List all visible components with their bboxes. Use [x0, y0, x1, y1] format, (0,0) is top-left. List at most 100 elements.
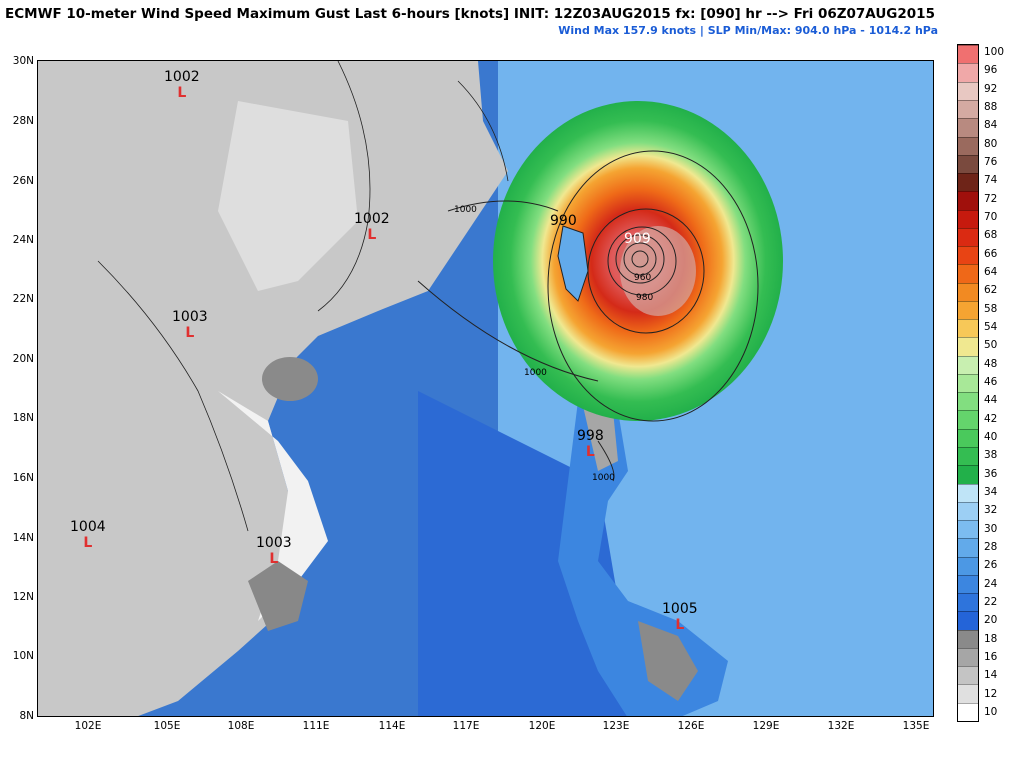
- lon-label: 123E: [602, 720, 630, 732]
- isobar-label: 960: [634, 273, 652, 283]
- colorbar-swatch: [958, 629, 978, 648]
- lat-label: 12N: [12, 591, 34, 603]
- isobar-label: 1000: [592, 473, 615, 483]
- lon-label: 102E: [74, 720, 102, 732]
- pressure-label: 1002 L: [164, 69, 200, 101]
- colorbar-swatch: [958, 209, 978, 228]
- colorbar-swatch: [958, 684, 978, 703]
- colorbar-swatch: [958, 520, 978, 539]
- colorbar-label: 36: [984, 467, 998, 480]
- colorbar-label: 10: [984, 705, 998, 718]
- wind-speed-colorbar: [957, 44, 979, 722]
- pressure-label: 1003 L: [256, 535, 292, 567]
- pressure-label: 1004 L: [70, 519, 106, 551]
- colorbar-label: 44: [984, 394, 998, 407]
- colorbar-label: 12: [984, 687, 998, 700]
- colorbar-swatch: [958, 136, 978, 155]
- lat-label: 24N: [12, 234, 34, 246]
- colorbar-label: 16: [984, 650, 998, 663]
- colorbar-label: 40: [984, 430, 998, 443]
- map-title: ECMWF 10-meter Wind Speed Maximum Gust L…: [5, 6, 935, 22]
- pressure-label: 1005 L: [662, 601, 698, 633]
- pressure-label: 990: [550, 213, 577, 229]
- lon-label: 108E: [227, 720, 255, 732]
- colorbar-label: 54: [984, 321, 998, 334]
- isobar-label: 1000: [524, 368, 547, 378]
- colorbar-label: 50: [984, 339, 998, 352]
- colorbar-swatch: [958, 574, 978, 594]
- colorbar-swatch: [958, 593, 978, 612]
- colorbar-label: 100: [984, 46, 1005, 59]
- lat-label: 28N: [12, 115, 34, 127]
- philippines-land: [558, 401, 728, 716]
- isobar-label: 980: [636, 293, 654, 303]
- colorbar-swatch: [958, 45, 978, 64]
- colorbar-swatch: [958, 99, 978, 119]
- colorbar-swatch: [958, 118, 978, 137]
- colorbar-swatch: [958, 647, 978, 667]
- lat-label: 22N: [12, 293, 34, 305]
- colorbar-label: 30: [984, 522, 998, 535]
- colorbar-swatch: [958, 319, 978, 338]
- lon-label: 111E: [302, 720, 330, 732]
- colorbar-swatch: [958, 337, 978, 356]
- lat-label: 20N: [12, 353, 34, 365]
- lon-label: 120E: [528, 720, 556, 732]
- colorbar-label: 18: [984, 632, 998, 645]
- lat-label: 16N: [12, 472, 34, 484]
- wind-gust-map: 1002 L 1002 L 1003 L 1004 L 1003 L 998 L…: [37, 60, 934, 717]
- lat-label: 10N: [12, 650, 34, 662]
- lon-label: 114E: [378, 720, 406, 732]
- isobars: [417, 150, 759, 482]
- colorbar-label: 72: [984, 192, 998, 205]
- colorbar-label: 84: [984, 119, 998, 132]
- lat-label: 26N: [12, 175, 34, 187]
- colorbar-label: 48: [984, 357, 998, 370]
- colorbar-swatch: [958, 282, 978, 301]
- colorbar-label: 88: [984, 101, 998, 114]
- lon-label: 105E: [153, 720, 181, 732]
- colorbar-swatch: [958, 428, 978, 448]
- colorbar-swatch: [958, 702, 978, 721]
- colorbar-label: 46: [984, 376, 998, 388]
- pressure-label: 1002 L: [354, 211, 390, 243]
- colorbar-swatch: [958, 63, 978, 82]
- colorbar-label: 74: [984, 174, 998, 187]
- colorbar-label: 80: [984, 137, 998, 150]
- pressure-label: 1003 L: [172, 309, 208, 341]
- colorbar-swatch: [958, 410, 978, 429]
- colorbar-label: 96: [984, 64, 998, 77]
- colorbar-swatch: [958, 373, 978, 393]
- colorbar-swatch: [958, 666, 978, 685]
- lon-label: 135E: [902, 720, 930, 732]
- lon-label: 117E: [452, 720, 480, 732]
- colorbar-swatch: [958, 483, 978, 502]
- colorbar-swatch: [958, 191, 978, 210]
- colorbar-label: 22: [984, 595, 998, 608]
- pressure-label: 998 L: [577, 428, 604, 460]
- colorbar-label: 68: [984, 229, 998, 242]
- lon-label: 132E: [827, 720, 855, 732]
- lat-label: 30N: [12, 55, 34, 67]
- colorbar-swatch: [958, 227, 978, 247]
- map-canvas: [38, 61, 933, 716]
- isobar-label: 1000: [454, 205, 477, 215]
- colorbar-swatch: [958, 81, 978, 100]
- colorbar-label: 38: [984, 449, 998, 462]
- colorbar-label: 58: [984, 302, 998, 315]
- colorbar-swatch: [958, 246, 978, 265]
- colorbar-swatch: [958, 355, 978, 374]
- colorbar-label: 34: [984, 485, 998, 498]
- colorbar-label: 24: [984, 577, 998, 590]
- taiwan-island: [557, 225, 589, 302]
- colorbar-swatch: [958, 611, 978, 630]
- colorbar-swatch: [958, 501, 978, 521]
- colorbar-label: 20: [984, 614, 998, 627]
- colorbar-swatch: [958, 538, 978, 557]
- lat-label: 14N: [12, 532, 34, 544]
- colorbar-label: 14: [984, 669, 998, 682]
- colorbar-label: 28: [984, 540, 998, 553]
- colorbar-swatch: [958, 465, 978, 484]
- colorbar-swatch: [958, 392, 978, 411]
- lon-label: 126E: [677, 720, 705, 732]
